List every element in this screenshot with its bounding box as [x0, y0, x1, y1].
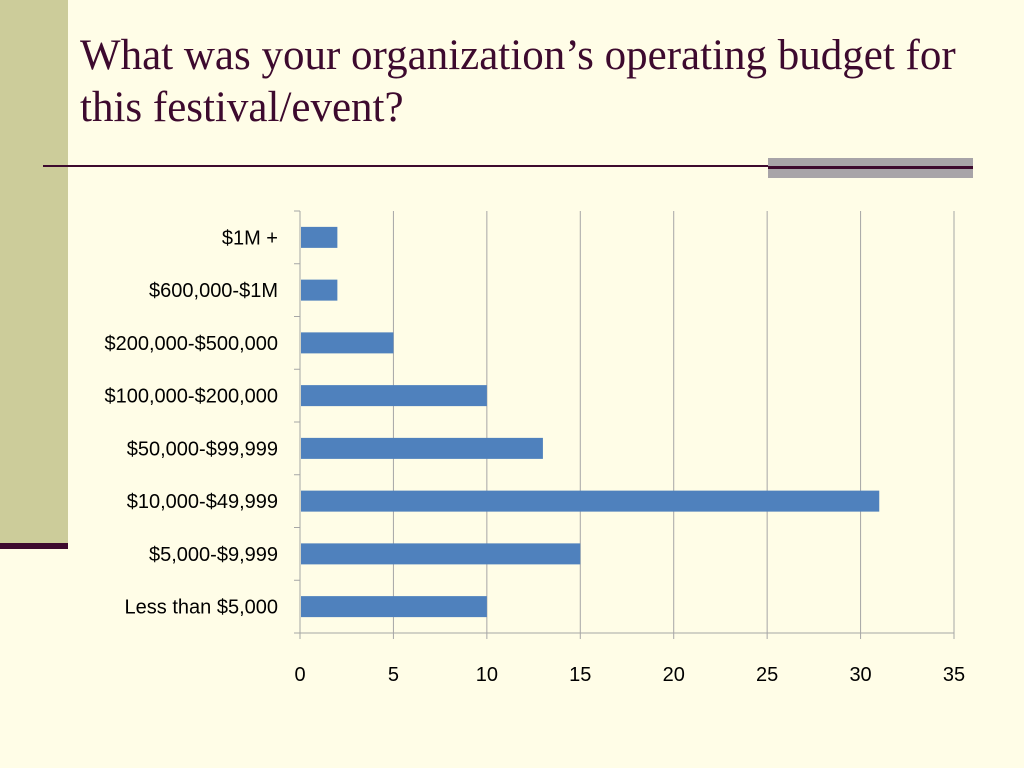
- grid-lines: [392, 211, 955, 633]
- sidebar-decoration: [0, 0, 68, 543]
- title-divider: [43, 165, 973, 167]
- category-label: Less than $5,000: [125, 597, 278, 619]
- category-label: $200,000-$500,000: [105, 333, 279, 355]
- bars: [301, 226, 880, 618]
- category-label: $1M +: [222, 227, 278, 249]
- bar: [301, 437, 543, 459]
- x-tick-labels: 0 5 10 15 20 25 30 35: [294, 664, 965, 686]
- bar: [301, 490, 880, 512]
- x-tick-label: 25: [756, 664, 778, 686]
- x-tick-label: 30: [849, 664, 871, 686]
- x-tick-label: 20: [663, 664, 685, 686]
- category-label: $100,000-$200,000: [105, 386, 279, 408]
- x-tick-label: 0: [294, 664, 305, 686]
- sidebar-underline: [0, 543, 68, 549]
- title-accent-line: [768, 166, 973, 169]
- bar: [301, 332, 394, 354]
- slide-title: What was your organization’s operating b…: [80, 32, 956, 131]
- x-tick-label: 15: [569, 664, 591, 686]
- category-label: $600,000-$1M: [149, 280, 278, 302]
- category-label: $50,000-$99,999: [127, 438, 278, 460]
- axes: [294, 210, 955, 639]
- x-tick-label: 10: [476, 664, 498, 686]
- bar: [301, 596, 487, 618]
- category-label: $5,000-$9,999: [149, 544, 278, 566]
- category-label: $10,000-$49,999: [127, 491, 278, 513]
- x-tick-label: 35: [943, 664, 965, 686]
- category-labels: $1M + $600,000-$1M $200,000-$500,000 $100,0…: [105, 227, 279, 618]
- bar: [301, 279, 338, 301]
- bar: [301, 385, 487, 407]
- bar: [301, 543, 581, 565]
- x-tick-label: 5: [388, 664, 399, 686]
- bar: [301, 226, 338, 248]
